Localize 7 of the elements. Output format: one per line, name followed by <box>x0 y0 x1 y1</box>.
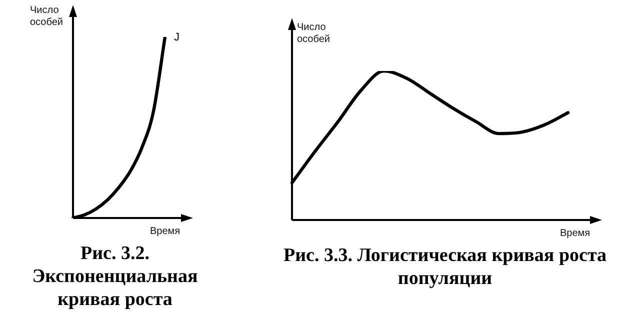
annotation: J <box>174 32 180 44</box>
x-axis-title: Время <box>150 226 180 238</box>
text: Рис. 3.3. Логистическая кривая роста популяции <box>282 244 608 290</box>
y-axis-title: Число особей <box>297 22 331 46</box>
text: Рис. 3.2. Экспоненциальная кривая роста <box>31 242 199 311</box>
x-axis-title: Время <box>560 228 590 240</box>
y-axis-title: Число особей <box>30 5 64 29</box>
